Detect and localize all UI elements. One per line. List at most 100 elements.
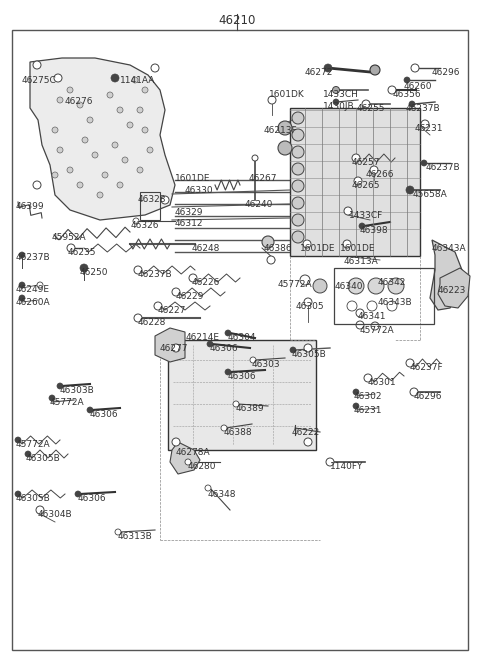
Circle shape bbox=[371, 322, 379, 330]
Text: 46303B: 46303B bbox=[60, 386, 95, 395]
Text: 1141AA: 1141AA bbox=[120, 76, 156, 85]
Circle shape bbox=[292, 163, 304, 175]
Text: 45772A: 45772A bbox=[360, 326, 395, 335]
Circle shape bbox=[134, 314, 142, 322]
Circle shape bbox=[304, 298, 312, 306]
Text: 46388: 46388 bbox=[224, 428, 252, 437]
Circle shape bbox=[137, 167, 143, 173]
Text: 46302: 46302 bbox=[354, 392, 383, 401]
Circle shape bbox=[205, 485, 211, 491]
Circle shape bbox=[409, 101, 415, 107]
Text: 46342: 46342 bbox=[378, 278, 407, 287]
Text: 46250: 46250 bbox=[80, 268, 108, 277]
Circle shape bbox=[67, 244, 75, 252]
Text: 45952A: 45952A bbox=[52, 233, 86, 242]
Text: 46303: 46303 bbox=[252, 360, 281, 369]
Bar bbox=[290, 108, 420, 256]
Text: 46343A: 46343A bbox=[432, 244, 467, 253]
Text: 46248: 46248 bbox=[192, 244, 220, 253]
Text: 46210: 46210 bbox=[218, 14, 256, 27]
Circle shape bbox=[142, 87, 148, 93]
Text: 46340: 46340 bbox=[335, 282, 363, 291]
Text: 46341: 46341 bbox=[358, 312, 386, 321]
Circle shape bbox=[356, 309, 364, 317]
Circle shape bbox=[117, 107, 123, 113]
Circle shape bbox=[278, 141, 292, 155]
Circle shape bbox=[172, 288, 180, 296]
Text: 46329: 46329 bbox=[175, 208, 204, 217]
Text: 46306: 46306 bbox=[210, 344, 239, 353]
Circle shape bbox=[324, 64, 332, 72]
Text: 46237B: 46237B bbox=[426, 163, 461, 172]
Polygon shape bbox=[155, 328, 185, 362]
Circle shape bbox=[344, 207, 352, 215]
Text: 46313B: 46313B bbox=[118, 532, 153, 541]
Circle shape bbox=[292, 214, 304, 226]
Circle shape bbox=[172, 344, 180, 352]
Circle shape bbox=[292, 129, 304, 141]
Circle shape bbox=[122, 157, 128, 163]
Text: 46296: 46296 bbox=[414, 392, 443, 401]
Circle shape bbox=[87, 407, 93, 413]
Text: 46398: 46398 bbox=[360, 226, 389, 235]
Circle shape bbox=[82, 137, 88, 143]
Text: 46228: 46228 bbox=[138, 318, 167, 327]
Circle shape bbox=[406, 359, 414, 367]
Text: 1601DE: 1601DE bbox=[300, 244, 336, 253]
Circle shape bbox=[37, 282, 43, 288]
Circle shape bbox=[117, 182, 123, 188]
Circle shape bbox=[421, 120, 429, 128]
Circle shape bbox=[102, 172, 108, 178]
Circle shape bbox=[304, 344, 312, 352]
Text: 1601DK: 1601DK bbox=[269, 90, 305, 99]
Text: 46237B: 46237B bbox=[138, 270, 173, 279]
Circle shape bbox=[57, 97, 63, 103]
Circle shape bbox=[326, 458, 334, 466]
Circle shape bbox=[292, 146, 304, 158]
Circle shape bbox=[97, 192, 103, 198]
Text: 46296: 46296 bbox=[432, 68, 460, 77]
Circle shape bbox=[292, 112, 304, 124]
Text: 46266: 46266 bbox=[366, 170, 395, 179]
Text: 45772A: 45772A bbox=[278, 280, 312, 289]
Text: 46328: 46328 bbox=[138, 195, 167, 204]
Text: 46226: 46226 bbox=[192, 278, 220, 287]
Text: 46213F: 46213F bbox=[264, 126, 298, 135]
Circle shape bbox=[387, 301, 397, 311]
Circle shape bbox=[262, 236, 274, 248]
Polygon shape bbox=[438, 268, 470, 308]
Circle shape bbox=[367, 301, 377, 311]
Text: 1430JB: 1430JB bbox=[323, 102, 355, 111]
Text: 46305B: 46305B bbox=[16, 494, 51, 503]
Circle shape bbox=[207, 341, 213, 347]
Circle shape bbox=[406, 186, 414, 194]
Circle shape bbox=[370, 65, 380, 75]
Text: 46276: 46276 bbox=[65, 97, 94, 106]
Text: 46231: 46231 bbox=[354, 406, 383, 415]
Circle shape bbox=[356, 321, 364, 329]
Circle shape bbox=[278, 121, 292, 135]
Circle shape bbox=[225, 369, 231, 375]
Text: 46255: 46255 bbox=[357, 104, 385, 113]
Circle shape bbox=[52, 172, 58, 178]
Circle shape bbox=[19, 252, 25, 258]
Circle shape bbox=[132, 77, 138, 83]
Circle shape bbox=[57, 147, 63, 153]
Circle shape bbox=[411, 64, 419, 72]
Circle shape bbox=[370, 166, 378, 174]
Text: 46260A: 46260A bbox=[16, 298, 50, 307]
Text: 46305: 46305 bbox=[296, 302, 324, 311]
Circle shape bbox=[225, 330, 231, 336]
Text: 46304: 46304 bbox=[228, 333, 256, 342]
Circle shape bbox=[49, 395, 55, 401]
Circle shape bbox=[80, 264, 88, 272]
Text: 46237F: 46237F bbox=[410, 363, 444, 372]
Circle shape bbox=[347, 301, 357, 311]
Circle shape bbox=[410, 388, 418, 396]
Circle shape bbox=[333, 99, 339, 105]
Circle shape bbox=[19, 295, 25, 301]
Text: 46272: 46272 bbox=[305, 68, 334, 77]
Circle shape bbox=[388, 86, 396, 94]
Circle shape bbox=[250, 357, 256, 363]
Circle shape bbox=[362, 100, 370, 108]
